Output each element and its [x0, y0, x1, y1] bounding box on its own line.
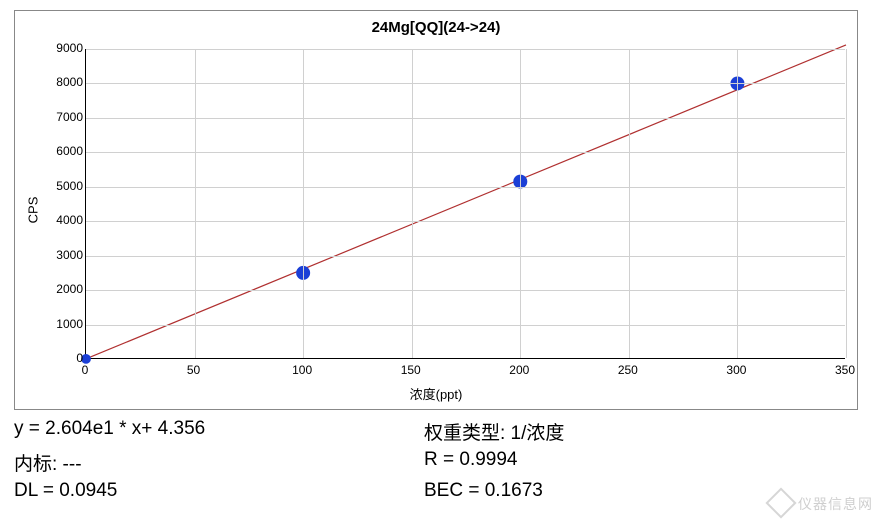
y-tick-label: 2000 — [23, 282, 83, 296]
grid-horizontal — [86, 221, 845, 222]
equation-text: y = 2.604e1 * x+ 4.356 — [14, 418, 424, 445]
internal-std-text: 内标: --- — [14, 449, 424, 476]
r-value-text: R = 0.9994 — [424, 449, 858, 476]
grid-horizontal — [86, 118, 845, 119]
watermark: 仪器信息网 — [770, 494, 873, 516]
plot-area — [85, 49, 845, 359]
x-tick-label: 250 — [618, 363, 638, 377]
x-tick-label: 50 — [187, 363, 200, 377]
y-tick-label: 0 — [23, 351, 83, 365]
plot-svg — [86, 49, 845, 358]
grid-vertical — [629, 49, 630, 358]
y-tick-label: 3000 — [23, 248, 83, 262]
grid-horizontal — [86, 83, 845, 84]
y-tick-label: 5000 — [23, 179, 83, 193]
regression-line — [86, 45, 846, 359]
grid-horizontal — [86, 290, 845, 291]
x-tick-label: 0 — [82, 363, 89, 377]
chart-title: 24Mg[QQ](24->24) — [15, 19, 857, 36]
grid-horizontal — [86, 49, 845, 50]
grid-vertical — [195, 49, 196, 358]
y-tick-label: 9000 — [23, 41, 83, 55]
x-tick-label: 150 — [401, 363, 421, 377]
y-tick-label: 6000 — [23, 144, 83, 158]
grid-horizontal — [86, 256, 845, 257]
grid-vertical — [737, 49, 738, 358]
x-tick-label: 200 — [509, 363, 529, 377]
grid-horizontal — [86, 152, 845, 153]
y-tick-label: 8000 — [23, 75, 83, 89]
x-tick-label: 300 — [726, 363, 746, 377]
y-tick-label: 4000 — [23, 213, 83, 227]
y-tick-label: 1000 — [23, 317, 83, 331]
grid-vertical — [303, 49, 304, 358]
x-tick-label: 100 — [292, 363, 312, 377]
weight-type-text: 权重类型: 1/浓度 — [424, 418, 858, 445]
info-panel: y = 2.604e1 * x+ 4.356 权重类型: 1/浓度 内标: --… — [14, 418, 858, 502]
x-axis-label: 浓度(ppt) — [15, 384, 857, 403]
y-tick-label: 7000 — [23, 110, 83, 124]
dl-value-text: DL = 0.0945 — [14, 480, 424, 502]
grid-vertical — [846, 49, 847, 358]
chart-panel: 24Mg[QQ](24->24) CPS 浓度(ppt) 05010015020… — [14, 10, 858, 410]
watermark-text: 仪器信息网 — [798, 496, 873, 512]
grid-horizontal — [86, 187, 845, 188]
grid-vertical — [412, 49, 413, 358]
x-tick-label: 350 — [835, 363, 855, 377]
grid-horizontal — [86, 325, 845, 326]
grid-vertical — [520, 49, 521, 358]
